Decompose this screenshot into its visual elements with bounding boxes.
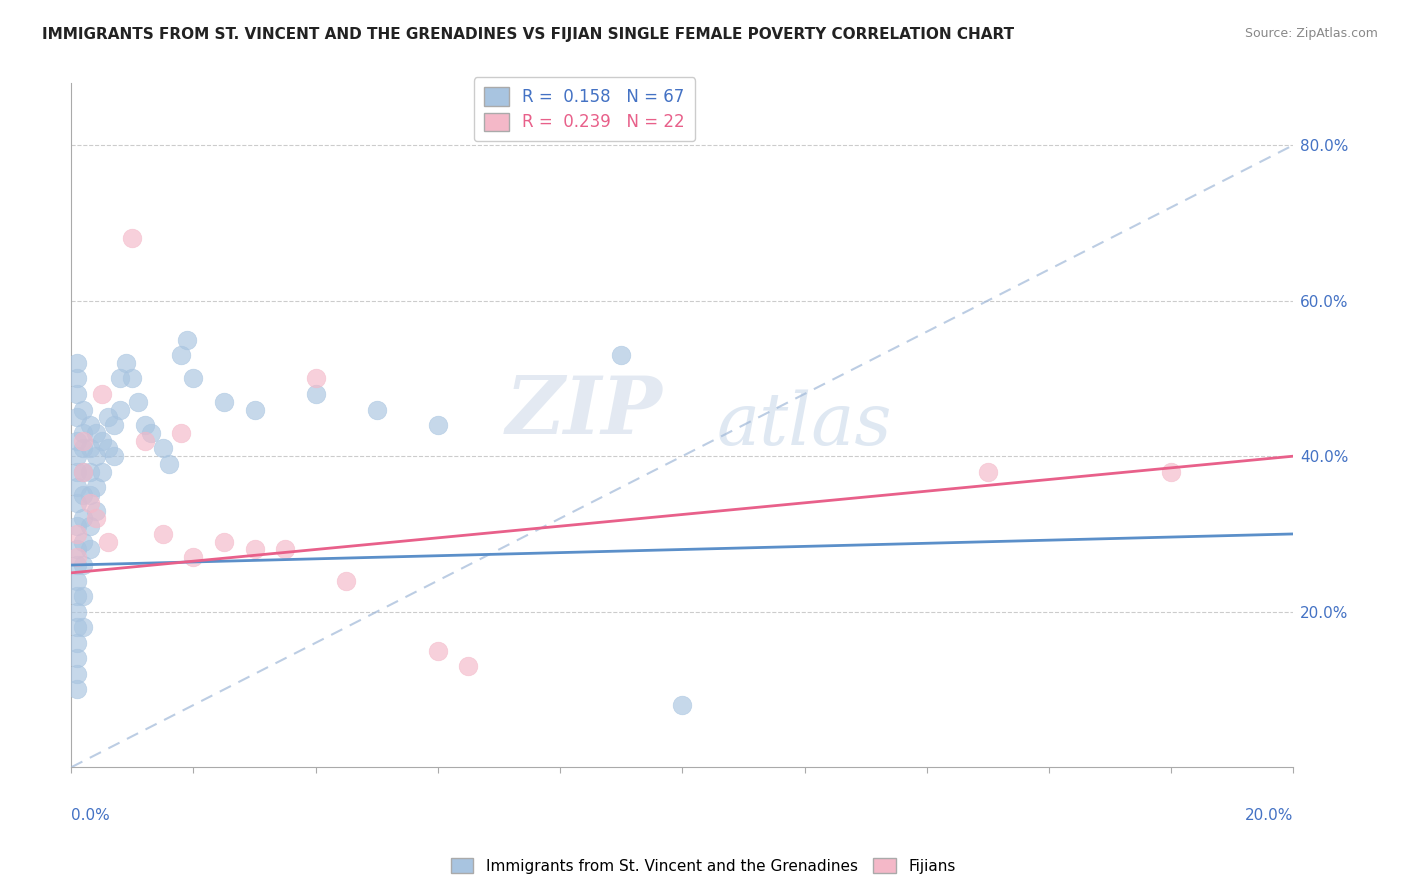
Point [79, 442, 101, 456]
Point [79, 496, 101, 510]
Point [72, 488, 94, 502]
Point [274, 542, 297, 557]
Point [103, 449, 125, 463]
Point [97, 442, 120, 456]
Text: 0.0%: 0.0% [72, 808, 110, 823]
Point [84, 511, 107, 525]
Point [183, 550, 205, 565]
Point [66, 434, 89, 448]
Point [66, 589, 89, 603]
Point [183, 371, 205, 385]
Point [66, 480, 89, 494]
Point [84, 480, 107, 494]
Point [72, 511, 94, 525]
Point [66, 449, 89, 463]
Point [243, 542, 266, 557]
Point [121, 371, 143, 385]
Point [426, 643, 449, 657]
Point [90, 465, 112, 479]
Point [66, 605, 89, 619]
Point [72, 534, 94, 549]
Point [72, 465, 94, 479]
Point [212, 534, 235, 549]
Point [243, 402, 266, 417]
Point [72, 402, 94, 417]
Point [66, 527, 89, 541]
Point [66, 651, 89, 665]
Point [79, 519, 101, 533]
Point [305, 387, 328, 401]
Point [157, 457, 180, 471]
Legend: Immigrants from St. Vincent and the Grenadines, Fijians: Immigrants from St. Vincent and the Gren… [444, 852, 962, 880]
Point [115, 356, 138, 370]
Point [108, 371, 131, 385]
Point [84, 425, 107, 440]
Point [977, 465, 1000, 479]
Point [335, 574, 357, 588]
Point [176, 333, 198, 347]
Point [79, 488, 101, 502]
Point [72, 434, 94, 448]
Point [66, 387, 89, 401]
Point [366, 402, 388, 417]
Legend: R =  0.158   N = 67, R =  0.239   N = 22: R = 0.158 N = 67, R = 0.239 N = 22 [474, 78, 695, 142]
Point [66, 371, 89, 385]
Point [66, 519, 89, 533]
Point [610, 348, 633, 362]
Point [170, 425, 193, 440]
Point [1160, 465, 1182, 479]
Point [134, 418, 156, 433]
Point [66, 574, 89, 588]
Point [84, 449, 107, 463]
Point [66, 542, 89, 557]
Point [66, 410, 89, 425]
Point [72, 465, 94, 479]
Point [134, 434, 156, 448]
Text: ZIP: ZIP [506, 373, 664, 450]
Point [671, 698, 693, 712]
Text: atlas: atlas [717, 390, 893, 460]
Point [121, 231, 143, 245]
Point [139, 425, 162, 440]
Point [66, 465, 89, 479]
Point [66, 667, 89, 681]
Point [170, 348, 193, 362]
Point [72, 442, 94, 456]
Point [84, 503, 107, 517]
Point [127, 394, 149, 409]
Point [66, 496, 89, 510]
Point [66, 620, 89, 634]
Point [72, 425, 94, 440]
Point [97, 410, 120, 425]
Point [426, 418, 449, 433]
Text: 20.0%: 20.0% [1244, 808, 1294, 823]
Point [108, 402, 131, 417]
Point [90, 434, 112, 448]
Point [457, 659, 479, 673]
Point [79, 418, 101, 433]
Text: Source: ZipAtlas.com: Source: ZipAtlas.com [1244, 27, 1378, 40]
Point [90, 387, 112, 401]
Point [66, 682, 89, 697]
Point [152, 527, 174, 541]
Point [212, 394, 235, 409]
Point [97, 534, 120, 549]
Point [72, 620, 94, 634]
Point [66, 636, 89, 650]
Point [79, 542, 101, 557]
Text: IMMIGRANTS FROM ST. VINCENT AND THE GRENADINES VS FIJIAN SINGLE FEMALE POVERTY C: IMMIGRANTS FROM ST. VINCENT AND THE GREN… [42, 27, 1014, 42]
Point [152, 442, 174, 456]
Point [72, 558, 94, 572]
Point [66, 356, 89, 370]
Point [305, 371, 328, 385]
Point [72, 589, 94, 603]
Point [103, 418, 125, 433]
Point [66, 550, 89, 565]
Point [66, 558, 89, 572]
Point [79, 465, 101, 479]
